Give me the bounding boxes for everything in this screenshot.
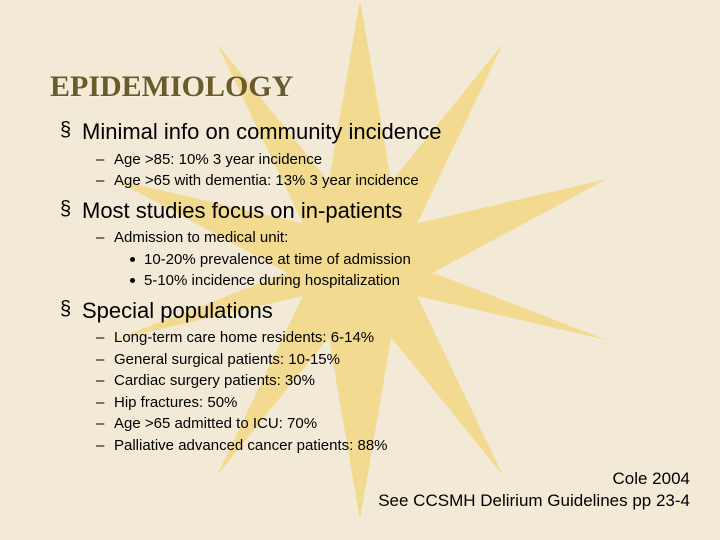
sub-item: Age >65 with dementia: 13% 3 year incide… [96,171,670,191]
sub-item: Admission to medical unit: 10-20% preval… [96,228,670,291]
sub-item: Age >65 admitted to ICU: 70% [96,414,670,434]
sub-item: General surgical patients: 10-15% [96,350,670,370]
sub-list: Admission to medical unit: 10-20% preval… [82,228,670,291]
bullet-list: Minimal info on community incidence Age … [50,118,670,455]
sub-text: Admission to medical unit: [114,229,288,246]
subsub-text: 5-10% incidence during hospitalization [144,272,400,289]
sub-text: Long-term care home residents: 6-14% [114,329,374,346]
slide: EPIDEMIOLOGY Minimal info on community i… [0,0,720,540]
sub-text: Age >85: 10% 3 year incidence [114,151,322,168]
sub-text: Age >65 admitted to ICU: 70% [114,415,317,432]
slide-title: EPIDEMIOLOGY [50,70,670,104]
bullet-item: Special populations Long-term care home … [60,297,670,456]
sub-item: Long-term care home residents: 6-14% [96,328,670,348]
sub-list: Age >85: 10% 3 year incidence Age >65 wi… [82,150,670,191]
subsub-item: 10-20% prevalence at time of admission [128,250,670,270]
bullet-item: Minimal info on community incidence Age … [60,118,670,191]
reference-line: See CCSMH Delirium Guidelines pp 23-4 [378,490,690,512]
sub-item: Cardiac surgery patients: 30% [96,371,670,391]
sub-text: Age >65 with dementia: 13% 3 year incide… [114,172,419,189]
sub-text: Hip fractures: 50% [114,394,237,411]
subsub-text: 10-20% prevalence at time of admission [144,251,411,268]
bullet-text: Most studies focus on in-patients [82,198,402,223]
sub-text: General surgical patients: 10-15% [114,351,340,368]
bullet-text: Minimal info on community incidence [82,119,442,144]
sub-item: Hip fractures: 50% [96,393,670,413]
references: Cole 2004 See CCSMH Delirium Guidelines … [378,468,690,512]
sub-item: Palliative advanced cancer patients: 88% [96,436,670,456]
sub-text: Cardiac surgery patients: 30% [114,372,315,389]
reference-line: Cole 2004 [378,468,690,490]
bullet-text: Special populations [82,298,273,323]
sub-list: Long-term care home residents: 6-14% Gen… [82,328,670,455]
sub-text: Palliative advanced cancer patients: 88% [114,437,388,454]
bullet-item: Most studies focus on in-patients Admiss… [60,197,670,291]
subsub-item: 5-10% incidence during hospitalization [128,271,670,291]
sub-item: Age >85: 10% 3 year incidence [96,150,670,170]
subsub-list: 10-20% prevalence at time of admission 5… [114,250,670,291]
slide-content: EPIDEMIOLOGY Minimal info on community i… [0,0,720,455]
